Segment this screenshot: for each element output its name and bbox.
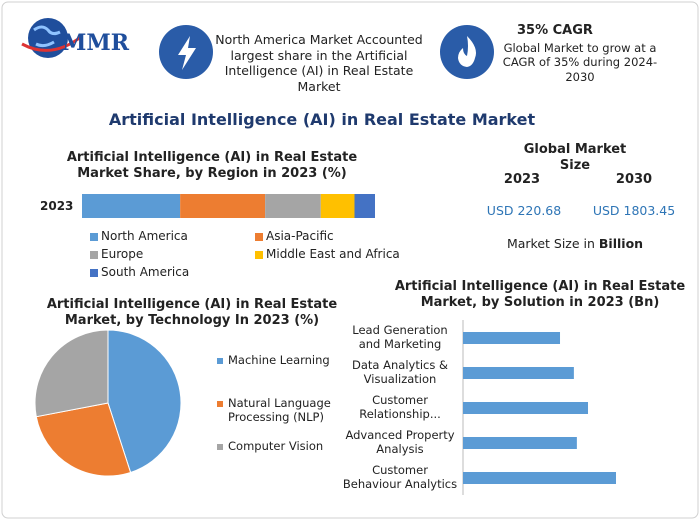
flame-icon (440, 25, 494, 79)
legend-swatch (217, 444, 223, 450)
legend-swatch (90, 233, 98, 241)
legend-label: North America (101, 229, 188, 243)
legend-swatch (217, 358, 223, 364)
category-label: 2023 (40, 199, 74, 213)
legend-label: Europe (101, 247, 144, 261)
bar (463, 402, 589, 414)
year-label: 2023 (503, 172, 541, 187)
year-label: 2030 (615, 172, 653, 187)
legend-label: Machine Learning (228, 353, 330, 367)
note-unit: Billion (598, 236, 644, 251)
legend-label: Natural Language Processing (NLP) (228, 396, 331, 425)
market-size-title: Global Market Size (523, 142, 627, 174)
legend-label: Middle East and Africa (266, 247, 400, 261)
pie-slice (107, 329, 182, 474)
legend-label: Asia-Pacific (266, 229, 334, 243)
market-value: USD 220.68 (486, 203, 562, 218)
legend-swatch (90, 269, 98, 277)
category-label: Data Analytics & Visualization (352, 358, 448, 387)
category-label: Advanced Property Analysis (345, 428, 455, 457)
logo-text: MMR (62, 30, 129, 56)
bar (463, 472, 616, 484)
bar-segment (82, 194, 181, 218)
card-text: North America Market Accounted largest s… (215, 32, 423, 94)
bolt-icon (159, 25, 213, 79)
chart-title: Artificial Intelligence (AI) in Real Est… (46, 297, 338, 329)
pie-slice (34, 329, 109, 418)
bar (463, 437, 577, 449)
main-title: Artificial Intelligence (AI) in Real Est… (108, 110, 536, 129)
legend-label: Computer Vision (228, 439, 324, 453)
bar-segment (265, 194, 321, 218)
logo-globe (21, 18, 83, 58)
market-value: USD 1803.45 (592, 203, 676, 218)
chart-title: Artificial Intelligence (AI) in Real Est… (66, 150, 358, 182)
legend-label: South America (101, 265, 190, 279)
legend-swatch (217, 401, 223, 407)
bar (463, 332, 561, 344)
bar-segment (320, 194, 355, 218)
bar (463, 367, 574, 379)
note-text: Market Size in (506, 236, 595, 251)
chart-title: Artificial Intelligence (AI) in Real Est… (394, 279, 686, 311)
pie-slice (35, 402, 132, 477)
category-label: Customer Behaviour Analytics (342, 463, 458, 492)
legend-swatch (255, 233, 263, 241)
card-title: 35% CAGR (517, 23, 593, 38)
legend-swatch (90, 251, 98, 259)
category-label: Lead Generation and Marketing (352, 323, 448, 352)
bar-segment (180, 194, 266, 218)
market-note: Market Size in Billion (507, 236, 643, 252)
bar-segment (354, 194, 375, 218)
legend-swatch (255, 251, 263, 259)
category-label: Customer Relationship... (359, 393, 441, 422)
card-text: Global Market to grow at a CAGR of 35% d… (502, 41, 658, 84)
